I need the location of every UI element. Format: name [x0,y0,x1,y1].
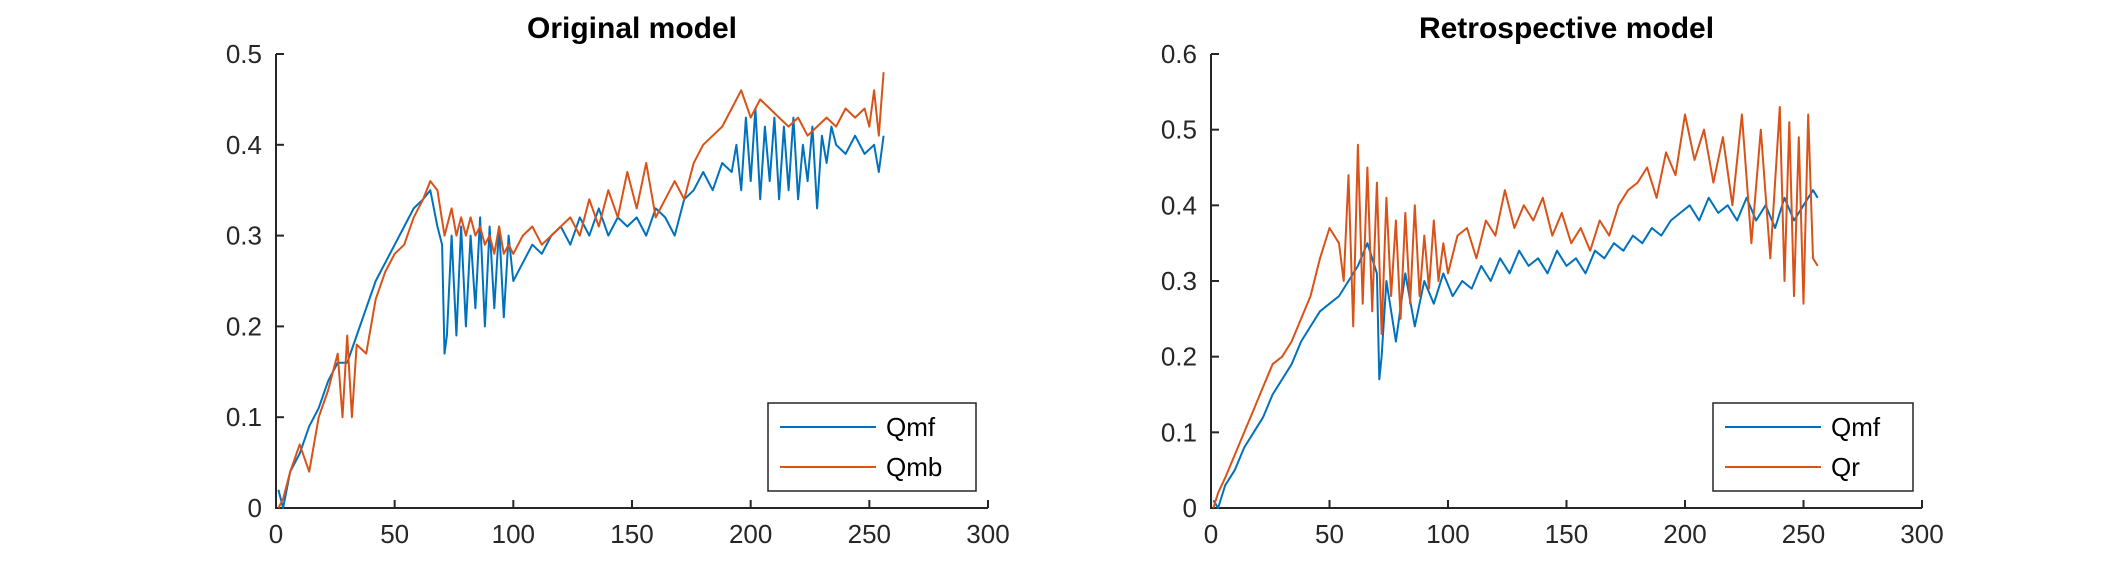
series-line-qmf [1212,189,1819,509]
x-tick-label: 200 [1663,519,1706,549]
y-tick-label: 0.3 [226,221,262,251]
legend-label: Qmf [886,412,936,442]
x-tick-label: 250 [1782,519,1825,549]
x-tick-label: 100 [1426,519,1469,549]
y-tick-label: 0 [248,493,262,523]
y-tick-label: 0.4 [1161,190,1197,220]
y-tick-label: 0.1 [1161,417,1197,447]
series-line-qmb [277,72,885,509]
y-tick-label: 0.2 [226,311,262,341]
chart-title: Retrospective model [1419,12,1714,45]
y-tick-label: 0.3 [1161,266,1197,296]
x-tick-label: 150 [610,519,653,549]
y-tick-label: 0.4 [226,130,262,160]
x-tick-label: 50 [380,519,409,549]
x-tick-label: 100 [492,519,535,549]
legend-box [767,402,977,492]
x-tick-label: 0 [1204,519,1218,549]
x-tick-label: 50 [1315,519,1344,549]
y-tick-label: 0.2 [1161,342,1197,372]
legend-box [1712,402,1914,492]
y-tick-label: 0.1 [226,402,262,432]
y-tick-label: 0.5 [226,39,262,69]
x-tick-label: 250 [848,519,891,549]
y-tick-label: 0 [1183,493,1197,523]
y-tick-label: 0.6 [1161,39,1197,69]
series-line-qmf [277,107,885,509]
legend-label: Qr [1831,452,1860,482]
x-tick-label: 200 [729,519,772,549]
series-line-qr [1212,106,1819,509]
legend-label: Qmf [1831,412,1881,442]
chart-title: Original model [527,12,737,45]
legend-label: Qmb [886,452,942,482]
y-tick-label: 0.5 [1161,115,1197,145]
x-tick-label: 300 [966,519,1009,549]
legend: Qmf Qr [1712,402,1914,492]
chart-panel-2: Retrospective model 0 50 100 150 200 250 300 0 0.… [1161,12,1944,549]
x-tick-label: 150 [1545,519,1588,549]
x-tick-label: 0 [269,519,283,549]
x-tick-label: 300 [1900,519,1943,549]
legend: Qmf Qmb [767,402,977,492]
chart-panel-1: Original model 0 50 100 150 200 250 300 0 0.1 0.2 0… [226,12,1010,549]
